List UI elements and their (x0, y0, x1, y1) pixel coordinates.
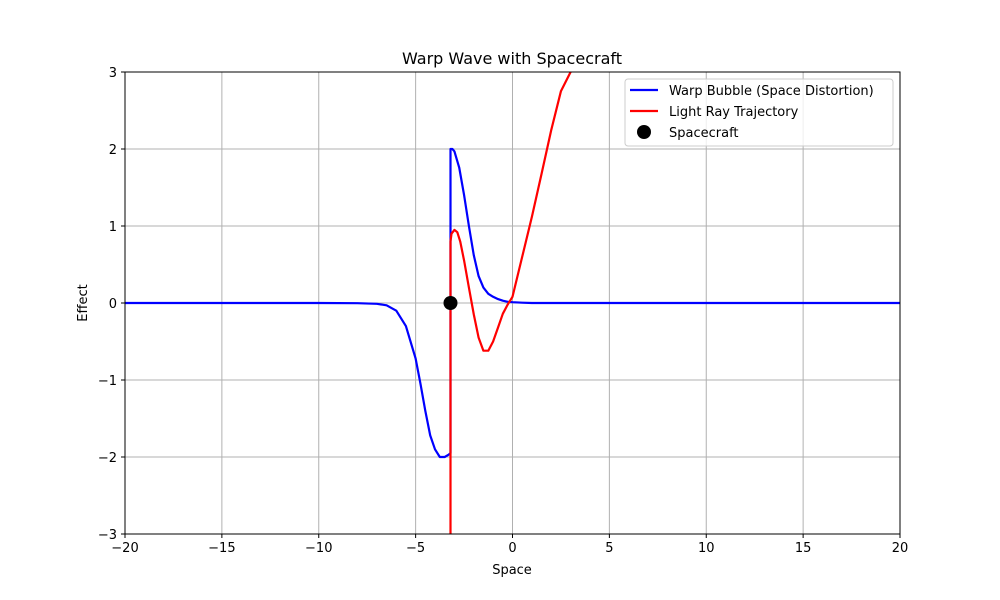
x-tick-label: 10 (698, 541, 715, 556)
x-tick-label: −5 (406, 541, 425, 556)
y-tick-label: 2 (109, 143, 117, 158)
x-tick-label: 15 (795, 541, 812, 556)
x-tick-label: −15 (208, 541, 235, 556)
y-tick-label: −1 (98, 374, 117, 389)
y-axis-label: Effect (76, 284, 91, 321)
legend-box (624, 78, 894, 147)
chart-title: Warp Wave with Spacecraft (402, 49, 622, 68)
legend-label: Warp Bubble (Space Distortion) (669, 84, 874, 99)
legend-swatch (637, 125, 651, 139)
series-line-warp-bubble (125, 147, 900, 459)
x-tick-label: 5 (605, 541, 613, 556)
spacecraft-marker (443, 296, 458, 310)
y-tick-label: −2 (98, 451, 117, 466)
legend-label: Spacecraft (669, 126, 739, 141)
x-tick-label: −10 (305, 541, 332, 556)
legend: Warp Bubble (Space Distortion) Light Ray … (624, 78, 894, 147)
series-line-light-ray (449, 72, 572, 534)
x-tick-label: 0 (508, 541, 516, 556)
y-tick-label: −3 (98, 528, 117, 543)
x-tick-label: −20 (111, 541, 138, 556)
y-tick-label: 3 (109, 66, 117, 81)
y-tick-label: 0 (109, 297, 117, 312)
x-tick-label: 20 (892, 541, 909, 556)
series-layer (125, 72, 900, 534)
y-tick-label: 1 (109, 220, 117, 235)
x-axis-label: Space (492, 563, 532, 578)
legend-label: Light Ray Trajectory (669, 105, 799, 120)
